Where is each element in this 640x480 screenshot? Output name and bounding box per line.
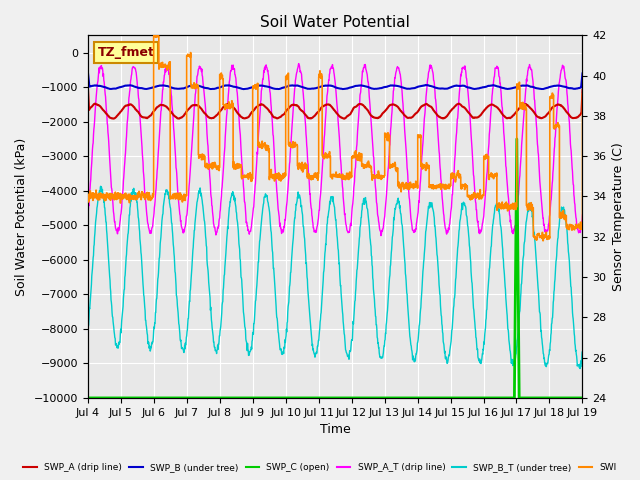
SWP_B_T (under tree)	[520, 242, 528, 248]
SWP_C (open)	[412, 395, 419, 401]
SWP_A_T (drip line)	[477, 229, 484, 235]
Title: Soil Water Potential: Soil Water Potential	[260, 15, 410, 30]
SWI	[250, 85, 257, 91]
SWP_C (open)	[513, 136, 520, 142]
SWP_C (open)	[520, 395, 528, 401]
SWP_A_T (drip line)	[520, 104, 528, 109]
SWP_C (open)	[182, 395, 189, 401]
SWI	[579, 91, 586, 96]
SWP_B (under tree)	[182, 85, 189, 91]
SWI	[194, 84, 202, 89]
SWP_B (under tree)	[412, 84, 420, 90]
Line: SWP_B_T (under tree): SWP_B_T (under tree)	[88, 186, 582, 369]
SWP_B (under tree)	[250, 84, 257, 90]
SWP_A (drip line)	[340, 116, 348, 121]
SWP_A_T (drip line)	[412, 226, 420, 232]
SWP_B_T (under tree)	[477, 359, 484, 364]
SWI	[84, 192, 92, 198]
SWP_C (open)	[476, 395, 484, 401]
SWP_A (drip line)	[84, 79, 92, 85]
SWP_B (under tree)	[477, 85, 484, 91]
Line: SWP_B (under tree): SWP_B (under tree)	[88, 70, 582, 89]
Line: SWP_A (drip line): SWP_A (drip line)	[88, 82, 582, 119]
SWP_B (under tree)	[520, 83, 528, 88]
SWP_B_T (under tree)	[182, 339, 190, 345]
SWP_C (open)	[194, 395, 202, 401]
SWI	[412, 179, 420, 184]
Y-axis label: Sensor Temperature (C): Sensor Temperature (C)	[612, 142, 625, 291]
SWP_B_T (under tree)	[84, 329, 92, 335]
SWP_A (drip line)	[412, 110, 420, 116]
SWP_C (open)	[249, 395, 257, 401]
SWP_B (under tree)	[240, 86, 248, 92]
SWP_B (under tree)	[84, 67, 92, 72]
SWP_A_T (drip line)	[84, 211, 92, 216]
Text: TZ_fmet: TZ_fmet	[97, 46, 154, 59]
Y-axis label: Soil Water Potential (kPa): Soil Water Potential (kPa)	[15, 137, 28, 296]
SWP_A_T (drip line)	[295, 61, 303, 67]
Legend: SWP_A (drip line), SWP_B (under tree), SWP_C (open), SWP_A_T (drip line), SWP_B_: SWP_A (drip line), SWP_B (under tree), S…	[20, 459, 620, 476]
X-axis label: Time: Time	[320, 423, 351, 436]
SWP_A (drip line)	[520, 102, 528, 108]
SWP_C (open)	[84, 395, 92, 401]
SWI	[539, 238, 547, 243]
SWP_A (drip line)	[249, 108, 257, 114]
SWP_A (drip line)	[194, 103, 202, 108]
SWP_B_T (under tree)	[97, 183, 104, 189]
SWP_B (under tree)	[579, 71, 586, 76]
SWP_A_T (drip line)	[377, 233, 385, 239]
Line: SWI: SWI	[88, 32, 582, 240]
SWI	[152, 29, 160, 35]
SWP_A (drip line)	[477, 112, 484, 118]
SWP_B_T (under tree)	[412, 354, 420, 360]
Line: SWP_C (open): SWP_C (open)	[88, 139, 582, 398]
SWP_A (drip line)	[182, 110, 189, 116]
SWP_B_T (under tree)	[579, 349, 586, 355]
SWP_B (under tree)	[194, 83, 202, 88]
SWP_A_T (drip line)	[579, 212, 586, 218]
SWP_C (open)	[579, 395, 586, 401]
SWP_A_T (drip line)	[249, 209, 257, 215]
SWP_A_T (drip line)	[182, 221, 189, 227]
SWI	[477, 192, 484, 198]
SWI	[520, 101, 528, 107]
SWI	[182, 192, 190, 198]
SWP_A_T (drip line)	[194, 72, 202, 78]
SWP_A (drip line)	[579, 87, 586, 93]
SWP_B_T (under tree)	[576, 366, 584, 372]
SWP_B_T (under tree)	[250, 331, 257, 337]
Line: SWP_A_T (drip line): SWP_A_T (drip line)	[88, 64, 582, 236]
SWP_B_T (under tree)	[194, 195, 202, 201]
